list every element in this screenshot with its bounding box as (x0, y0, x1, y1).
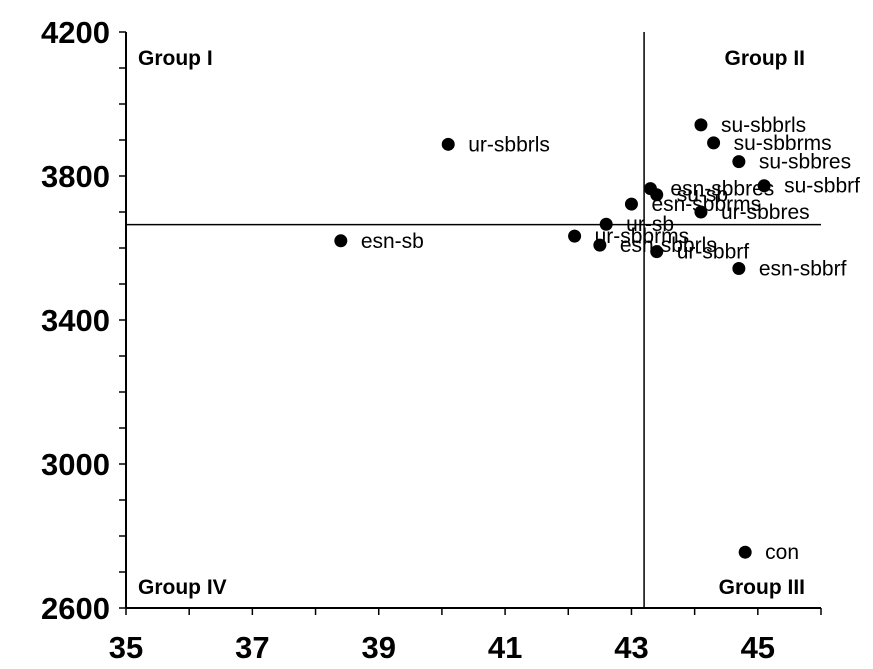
data-point (650, 245, 664, 259)
data-point-label: ur-sbbrf (677, 241, 750, 264)
y-tick-label: 2600 (41, 591, 110, 626)
y-tick-label: 4200 (41, 15, 110, 50)
x-tick-label: 37 (235, 630, 269, 665)
x-tick-label: 43 (614, 630, 648, 665)
quadrant-label: Group III (719, 576, 805, 599)
data-points (334, 118, 771, 559)
y-tick-label: 3800 (41, 159, 110, 194)
tick-labels: 2600 3000 3400 3800 4200 35 37 39 41 43 45 (41, 15, 775, 665)
x-tick-label: 39 (361, 630, 395, 665)
quadrant-labels: Group I Group II Group III Group IV (138, 47, 805, 599)
data-point-label: ur-sbbres (721, 201, 810, 224)
y-tick-label: 3000 (41, 447, 110, 482)
data-point-label: con (765, 541, 799, 564)
x-tick-label: 41 (488, 630, 522, 665)
data-point (650, 188, 664, 202)
data-point (694, 205, 708, 219)
data-point (707, 136, 721, 150)
data-point-label: su-sb (677, 184, 728, 207)
data-point-label: su-sbbrms (734, 132, 832, 155)
data-point (624, 197, 638, 211)
data-point-label: su-sbbres (759, 151, 851, 174)
data-point-label: esn-sbbrf (759, 258, 847, 281)
data-point (694, 118, 708, 132)
data-point (732, 155, 746, 169)
data-point-label: ur-sb (626, 213, 674, 236)
data-point-label: esn-sbbrms (651, 193, 761, 216)
data-point-label: su-sbbrf (784, 175, 860, 198)
quadrant-label: Group IV (138, 576, 227, 599)
data-point (334, 234, 348, 248)
data-point-labels: ur-sbbrlsesn-sbsu-sbbrlssu-sbbrmssu-sbbr… (361, 114, 860, 564)
data-point-label: ur-sbbrls (468, 133, 550, 156)
x-tick-label: 35 (109, 630, 143, 665)
data-point (732, 262, 746, 276)
x-tick-label: 45 (741, 630, 775, 665)
data-point-label: esn-sbbres (670, 178, 774, 201)
data-point (757, 179, 771, 193)
quadrant-label: Group II (725, 47, 806, 70)
axes (125, 32, 821, 609)
y-tick-label: 3400 (41, 303, 110, 338)
reference-lines (126, 32, 821, 608)
data-point-label: ur-sbbrms (595, 225, 690, 248)
data-point (593, 238, 607, 252)
data-point (738, 545, 752, 559)
quadrant-label: Group I (138, 47, 213, 70)
data-point (441, 137, 455, 151)
data-point-label: esn-sb (361, 230, 424, 253)
tick-marks (119, 31, 822, 615)
data-point-label: esn-sbbrls (620, 234, 717, 257)
data-point (599, 217, 613, 231)
data-point (568, 229, 582, 243)
data-point-label: su-sbbrls (721, 114, 806, 137)
